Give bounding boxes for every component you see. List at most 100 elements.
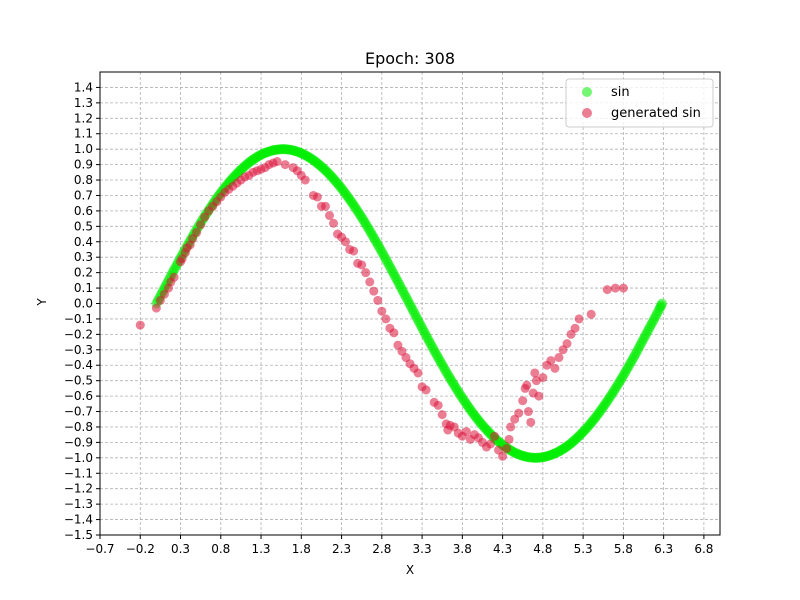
generated-sin-point bbox=[534, 391, 544, 401]
x-tick-label: 5.3 bbox=[574, 542, 593, 556]
generated-sin-point bbox=[586, 309, 596, 319]
generated-sin-point bbox=[280, 160, 290, 170]
generated-sin-point bbox=[312, 192, 322, 202]
generated-sin-point bbox=[504, 434, 514, 444]
y-tick-label: −0.6 bbox=[64, 389, 93, 403]
y-tick-label: 0.7 bbox=[74, 188, 93, 202]
y-tick-label: −0.5 bbox=[64, 374, 93, 388]
generated-sin-point bbox=[272, 157, 282, 167]
generated-sin-point bbox=[506, 422, 516, 432]
y-tick-label: 1.4 bbox=[74, 80, 93, 94]
y-tick-label: 0.0 bbox=[74, 297, 93, 311]
generated-sin-point bbox=[502, 444, 512, 454]
x-tick-label: 4.3 bbox=[493, 542, 512, 556]
generated-sin-point bbox=[498, 451, 508, 461]
x-tick-label: −0.7 bbox=[85, 542, 114, 556]
generated-sin-point bbox=[135, 320, 145, 330]
y-tick-label: −1.0 bbox=[64, 451, 93, 465]
y-tick-label: −1.3 bbox=[64, 497, 93, 511]
legend-box bbox=[565, 78, 714, 128]
x-tick-label: 2.3 bbox=[332, 542, 351, 556]
y-tick-label: −0.7 bbox=[64, 405, 93, 419]
generated-sin-point bbox=[329, 218, 339, 228]
x-tick-label: 0.3 bbox=[171, 542, 190, 556]
generated-sin-point bbox=[365, 277, 375, 287]
generated-sin-point bbox=[522, 380, 532, 390]
y-tick-label: −1.1 bbox=[64, 466, 93, 480]
generated-sin-point bbox=[381, 314, 391, 324]
generated-sin-point bbox=[349, 246, 359, 256]
x-tick-label: 0.8 bbox=[211, 542, 230, 556]
y-tick-label: 0.5 bbox=[74, 219, 93, 233]
generated-sin-point bbox=[554, 353, 564, 363]
generated-sin-point bbox=[486, 439, 496, 449]
y-tick-label: −1.2 bbox=[64, 482, 93, 496]
generated-sin-point bbox=[550, 363, 560, 373]
x-axis-label: X bbox=[406, 563, 414, 577]
generated-sin-point bbox=[518, 396, 528, 406]
x-tick-label: 6.8 bbox=[694, 542, 713, 556]
y-tick-label: −0.2 bbox=[64, 327, 93, 341]
generated-sin-point bbox=[192, 228, 202, 238]
y-tick-label: 0.6 bbox=[74, 204, 93, 218]
generated-sin-point bbox=[546, 356, 556, 366]
legend: sin generated sin bbox=[565, 78, 714, 128]
x-tick-label: 3.8 bbox=[453, 542, 472, 556]
x-tick-label: 5.8 bbox=[614, 542, 633, 556]
generated-sin-point bbox=[530, 368, 540, 378]
y-tick-label: 1.1 bbox=[74, 127, 93, 141]
generated-sin-point bbox=[300, 175, 310, 185]
generated-sin-point bbox=[433, 400, 443, 410]
generated-sin-point bbox=[562, 339, 572, 349]
generated-sin-point bbox=[413, 368, 423, 378]
generated-sin-point bbox=[526, 417, 536, 427]
legend-marker-sin bbox=[582, 87, 592, 97]
x-tick-label: 4.8 bbox=[533, 542, 552, 556]
generated-sin-point bbox=[377, 306, 387, 316]
y-tick-label: −0.3 bbox=[64, 343, 93, 357]
y-tick-label: 1.3 bbox=[74, 96, 93, 110]
y-tick-label: −0.8 bbox=[64, 420, 93, 434]
generated-sin-point bbox=[357, 260, 367, 270]
sin-point bbox=[657, 298, 668, 309]
generated-sin-point bbox=[514, 408, 524, 418]
y-tick-label: 0.2 bbox=[74, 266, 93, 280]
generated-sin-point bbox=[320, 201, 330, 211]
generated-sin-point bbox=[169, 272, 179, 282]
y-tick-label: 0.4 bbox=[74, 235, 93, 249]
data-points bbox=[135, 144, 668, 463]
y-tick-label: 1.2 bbox=[74, 111, 93, 125]
x-tick-label: 1.3 bbox=[251, 542, 270, 556]
axis-ticks: −0.7 −0.2 0.3 0.8 1.3 1.8 2.3 2.8 3.3 3.8 4.3 4.8 5.… bbox=[64, 80, 714, 556]
generated-sin-point bbox=[151, 303, 161, 313]
y-tick-label: 0.8 bbox=[74, 173, 93, 187]
chart-title: Epoch: 308 bbox=[365, 49, 455, 68]
x-tick-label: 2.8 bbox=[372, 542, 391, 556]
y-axis-label: Y bbox=[35, 298, 49, 307]
generated-sin-point bbox=[523, 407, 533, 417]
legend-label-generated-sin: generated sin bbox=[611, 106, 701, 121]
y-tick-label: −1.4 bbox=[64, 513, 93, 527]
generated-sin-point bbox=[421, 385, 431, 395]
y-tick-label: 0.9 bbox=[74, 158, 93, 172]
y-tick-label: 0.3 bbox=[74, 250, 93, 264]
y-tick-label: −1.5 bbox=[64, 528, 93, 542]
generated-sin-point bbox=[574, 314, 584, 324]
generated-sin-point bbox=[602, 285, 612, 295]
generated-sin-point bbox=[196, 220, 206, 230]
generated-sin-point bbox=[618, 283, 628, 293]
generated-sin-point bbox=[490, 431, 500, 441]
y-tick-label: −0.9 bbox=[64, 435, 93, 449]
x-tick-label: −0.2 bbox=[126, 542, 155, 556]
generated-sin-point bbox=[461, 427, 471, 437]
generated-sin-point bbox=[389, 328, 399, 338]
generated-sin-point bbox=[324, 211, 334, 221]
y-tick-label: 1.0 bbox=[74, 142, 93, 156]
generated-sin-point bbox=[341, 237, 351, 247]
y-tick-label: −0.4 bbox=[64, 358, 93, 372]
generated-sin-point bbox=[437, 410, 447, 420]
generated-sin-point bbox=[538, 373, 548, 383]
x-tick-label: 6.3 bbox=[654, 542, 673, 556]
generated-sin-point bbox=[369, 286, 379, 296]
